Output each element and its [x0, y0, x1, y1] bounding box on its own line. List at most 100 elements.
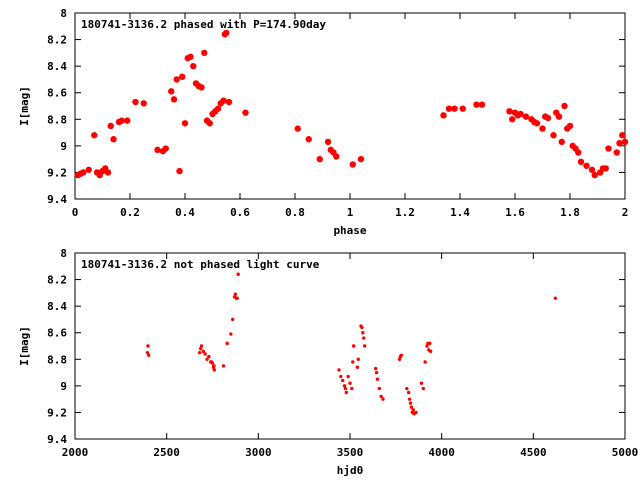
- data-point: [613, 149, 620, 156]
- data-point: [621, 138, 629, 146]
- data-point: [210, 361, 215, 365]
- data-point: [168, 88, 175, 95]
- data-point: [362, 344, 367, 348]
- data-point: [201, 49, 208, 57]
- data-point: [379, 394, 383, 399]
- data-point: [459, 105, 466, 112]
- data-point: [201, 349, 206, 354]
- data-point: [85, 166, 92, 173]
- x-axis-ticks: 0 0.2 0.4 0.6 0.8 1 1.2 1.4 1.6 1.8 2: [72, 13, 629, 219]
- data-point: [517, 110, 524, 118]
- data-point: [619, 132, 626, 139]
- data-point: [555, 113, 563, 120]
- data-point: [343, 386, 348, 391]
- data-point: [509, 116, 516, 123]
- data-point: [445, 105, 453, 112]
- data-point: [411, 408, 415, 412]
- data-point: [440, 112, 447, 119]
- data-point: [561, 102, 568, 110]
- data-point: [407, 397, 412, 401]
- data-point: [205, 357, 209, 361]
- data-point: [170, 96, 178, 103]
- x-tick-label: 1: [347, 206, 354, 219]
- data-point: [414, 410, 418, 415]
- y-tick-label: 9.2: [47, 166, 67, 179]
- y-tick-label: 8.4: [47, 300, 67, 313]
- data-point: [339, 374, 343, 379]
- data-point: [294, 125, 301, 132]
- data-point: [220, 97, 227, 104]
- x-tick-label: 1.6: [505, 206, 525, 219]
- data-point: [229, 332, 233, 336]
- data-point: [233, 292, 238, 296]
- data-point: [140, 100, 147, 107]
- y-tick-label: 8.6: [47, 327, 67, 340]
- data-point: [478, 101, 486, 108]
- data-points: [74, 29, 629, 179]
- data-point: [221, 364, 226, 368]
- data-point: [173, 76, 180, 83]
- y-tick-label: 8: [60, 7, 67, 20]
- x-tick-label: 4500: [520, 446, 547, 459]
- data-point: [406, 390, 411, 395]
- y-tick-label: 8.6: [47, 87, 67, 100]
- x-axis-ticks: 2000 2500 3000 3500 4000 4500 5000: [62, 253, 639, 459]
- data-point: [187, 53, 194, 61]
- x-tick-label: 0.2: [120, 206, 140, 219]
- data-point: [409, 405, 414, 409]
- y-axis-ticks: 8 8.2 8.4 8.6 8.8 9 9.2 9.4: [47, 7, 625, 206]
- data-point: [539, 125, 546, 132]
- x-tick-label: 0.6: [230, 206, 250, 219]
- x-tick-label: 1.8: [560, 206, 580, 219]
- data-point: [225, 98, 233, 106]
- data-point: [419, 381, 424, 385]
- data-point: [522, 113, 530, 120]
- data-point: [357, 155, 365, 163]
- x-tick-label: 0.8: [285, 206, 305, 219]
- data-point: [214, 105, 222, 112]
- data-point: [423, 360, 427, 364]
- y-tick-label: 9: [60, 380, 67, 393]
- data-point: [473, 101, 480, 108]
- data-point: [350, 386, 354, 391]
- y-tick-label: 8.2: [47, 34, 67, 47]
- data-point: [203, 352, 207, 356]
- data-point: [544, 114, 552, 122]
- chart-title: 180741-3136.2 phased with P=174.90day: [81, 18, 326, 31]
- x-tick-label: 0: [72, 206, 79, 219]
- data-point: [602, 165, 609, 172]
- data-point: [451, 105, 458, 112]
- y-tick-label: 8: [60, 247, 67, 260]
- x-tick-label: 0.4: [175, 206, 195, 219]
- data-point: [583, 162, 590, 169]
- data-point: [146, 344, 150, 348]
- data-point: [118, 117, 125, 124]
- data-point: [190, 62, 197, 70]
- x-tick-label: 5000: [612, 446, 639, 459]
- data-point: [235, 296, 239, 300]
- data-point: [356, 357, 360, 361]
- data-point: [179, 73, 186, 80]
- data-point: [342, 384, 347, 388]
- data-point: [361, 331, 365, 335]
- data-point: [212, 368, 217, 372]
- data-point: [197, 350, 202, 355]
- data-point: [405, 386, 409, 391]
- data-point: [212, 364, 216, 368]
- x-tick-label: 4000: [428, 446, 455, 459]
- y-tick-label: 8.8: [47, 113, 67, 126]
- chart-title: 180741-3136.2 not phased light curve: [81, 258, 320, 271]
- x-tick-label: 2: [622, 206, 629, 219]
- y-tick-label: 9.4: [47, 193, 67, 206]
- x-tick-label: 1.2: [395, 206, 415, 219]
- data-point: [575, 149, 582, 156]
- data-point: [337, 368, 341, 372]
- data-point: [340, 378, 345, 383]
- data-point: [374, 370, 379, 375]
- data-point: [206, 120, 213, 127]
- data-point: [207, 354, 211, 359]
- data-point: [91, 132, 98, 139]
- data-point: [316, 155, 323, 163]
- data-point: [110, 136, 117, 143]
